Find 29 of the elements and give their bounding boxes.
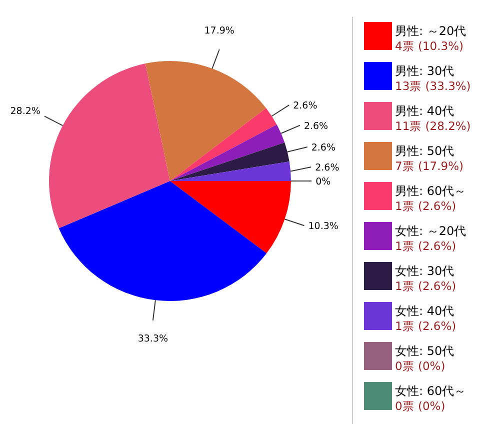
value-label: 0% (316, 176, 331, 188)
legend-label: 女性: 50代 (395, 344, 454, 358)
value-label: 2.6% (293, 100, 318, 112)
legend-label: 男性: 50代 (395, 144, 454, 158)
legend-label: 女性: 40代 (395, 304, 454, 318)
legend-label: 男性: 30代 (395, 64, 454, 78)
legend-label: 男性: 40代 (395, 104, 454, 118)
legend-note: 1票 (2.6%) (395, 239, 456, 253)
legend-label: 男性: 60代～ (395, 184, 466, 198)
value-label: 10.3% (308, 221, 338, 232)
legend-note: 0票 (0%) (395, 359, 446, 373)
legend-label: 男性: ～20代 (395, 24, 466, 38)
legend-label: 女性: 30代 (395, 264, 454, 278)
value-label: 2.6% (304, 120, 328, 132)
value-label: 17.9% (204, 25, 234, 36)
legend-note: 1票 (2.6%) (395, 279, 456, 293)
legend-label: 女性: ～20代 (395, 224, 466, 238)
value-label: 33.3% (138, 333, 168, 344)
legend-note: 0票 (0%) (395, 399, 446, 413)
legend-label: 女性: 60代～ (395, 384, 466, 398)
legend-note: 13票 (33.3%) (395, 79, 471, 93)
value-label: 2.6% (315, 162, 340, 174)
legend-note: 4票 (10.3%) (395, 39, 464, 53)
legend-note: 1票 (2.6%) (395, 199, 456, 213)
value-label: 2.6% (311, 142, 336, 154)
legend-note: 11票 (28.2%) (395, 119, 471, 133)
legend-note: 1票 (2.6%) (395, 319, 456, 333)
value-label: 28.2% (10, 106, 40, 118)
legend-note: 7票 (17.9%) (395, 159, 464, 173)
